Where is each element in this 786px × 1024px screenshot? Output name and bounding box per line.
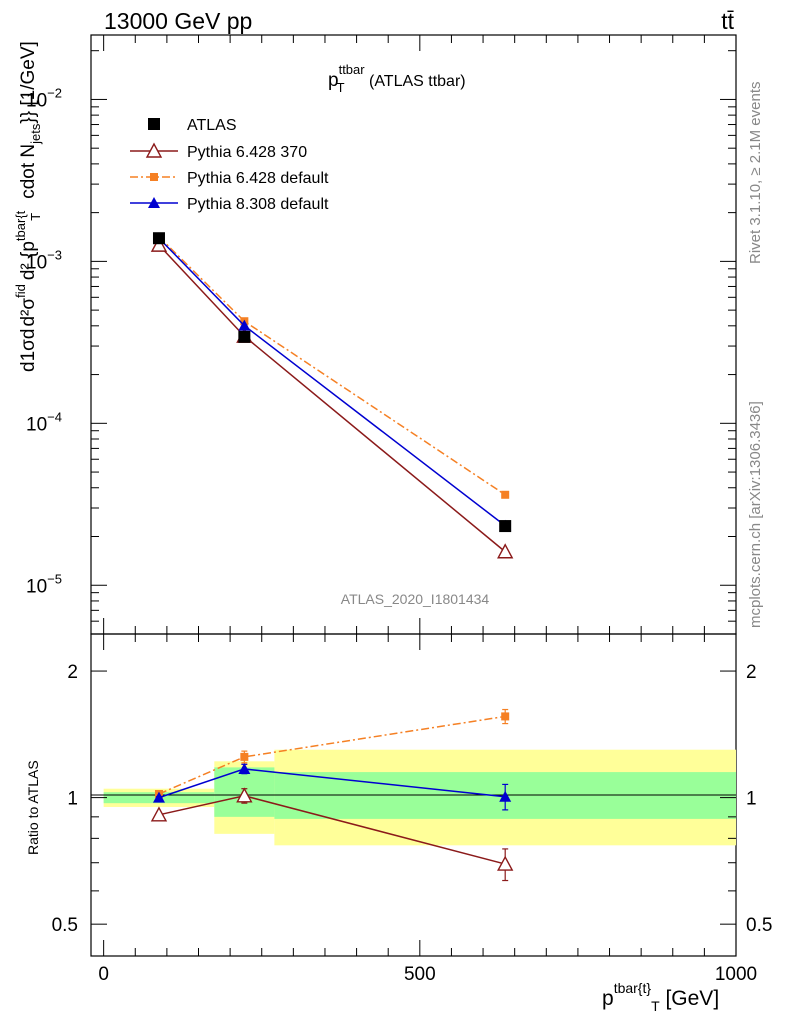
series-3-ratio-point bbox=[499, 790, 512, 802]
ratio-series-group bbox=[150, 708, 514, 882]
rivet-version-label: Rivet 3.1.10, ≥ 2.1M events bbox=[747, 82, 764, 265]
x-tick-label: 0 bbox=[98, 964, 109, 985]
ratio-y-tick-label-right: 0.5 bbox=[746, 915, 772, 936]
series-0-point bbox=[152, 232, 165, 245]
main-y-tick-labels: 10−5 10−4 10−3 10−2 bbox=[26, 85, 62, 597]
series-3-ratio-point bbox=[152, 791, 165, 803]
ratio-y-tick-label: 1 bbox=[67, 789, 78, 810]
legend-label-atlas: ATLAS bbox=[187, 117, 237, 134]
series-3-line bbox=[158, 237, 506, 527]
series-3-point bbox=[238, 319, 251, 331]
legend-label-pythia6-370: Pythia 6.428 370 bbox=[187, 144, 307, 161]
series-2-point bbox=[501, 490, 510, 499]
series-1-ratio-point bbox=[150, 806, 168, 822]
main-series-group bbox=[150, 232, 514, 559]
legend-label-pythia6-default: Pythia 6.428 default bbox=[187, 170, 329, 187]
mcplots-label: mcplots.cern.ch [arXiv:1306.3436] bbox=[747, 401, 764, 628]
series-1-point bbox=[150, 236, 168, 252]
main-y-axis-label: d1σdd²σfidd² {ptbar{tTcdot Njets}} [1/Ge… bbox=[13, 41, 43, 372]
ratio-axis-ticks bbox=[91, 670, 736, 925]
legend: ATLAS Pythia 6.428 370 Pythia 6.428 defa… bbox=[130, 117, 329, 213]
series-2-line bbox=[158, 236, 506, 496]
series-1-ratio-point bbox=[236, 787, 253, 803]
x-axis-label: ptbar{t}T [GeV] bbox=[602, 980, 719, 1014]
main-y-tick-label: 10−2 bbox=[26, 85, 62, 111]
main-y-tick-label: 10−5 bbox=[26, 571, 62, 597]
main-y-tick-label: 10−3 bbox=[26, 247, 62, 273]
series-1-point bbox=[497, 543, 514, 559]
legend-label-pythia8-default: Pythia 8.308 default bbox=[187, 196, 329, 213]
series-2-ratio-point bbox=[501, 712, 510, 721]
ratio-y-tick-label: 0.5 bbox=[52, 915, 78, 936]
ratio-y-tick-label: 2 bbox=[67, 662, 78, 683]
legend-marker-1 bbox=[145, 142, 163, 158]
series-0-point bbox=[499, 520, 512, 533]
legend-marker-2 bbox=[150, 173, 158, 181]
main-axis-ticks bbox=[91, 35, 737, 956]
series-3-ratio-point bbox=[238, 762, 251, 774]
x-tick-labels: 0 500 1000 bbox=[98, 964, 757, 985]
x-tick-label: 1000 bbox=[715, 964, 757, 985]
series-1-ratio-point bbox=[497, 855, 514, 871]
legend-marker-3 bbox=[148, 197, 160, 208]
series-0-point bbox=[238, 330, 251, 343]
series-2-ratio-point bbox=[240, 752, 249, 761]
ratio-uncertainty-bands bbox=[103, 749, 736, 846]
ratio-y-tick-label-right: 1 bbox=[746, 789, 757, 810]
ratio-y-axis-label: Ratio to ATLAS bbox=[25, 760, 41, 855]
analysis-id-label: ATLAS_2020_I1801434 bbox=[341, 591, 490, 607]
process-label: tt̄ bbox=[721, 8, 734, 34]
x-tick-label: 500 bbox=[404, 964, 436, 985]
legend-marker-0 bbox=[148, 118, 160, 130]
ratio-y-tick-labels: 0.5 1 2 0.5 1 2 bbox=[52, 662, 773, 936]
main-plot-title: pttbar T (ATLAS ttbar) bbox=[328, 62, 466, 95]
main-y-tick-label: 10−4 bbox=[26, 409, 62, 435]
energy-label: 13000 GeV pp bbox=[104, 8, 252, 34]
ratio-y-tick-label-right: 2 bbox=[746, 662, 757, 683]
